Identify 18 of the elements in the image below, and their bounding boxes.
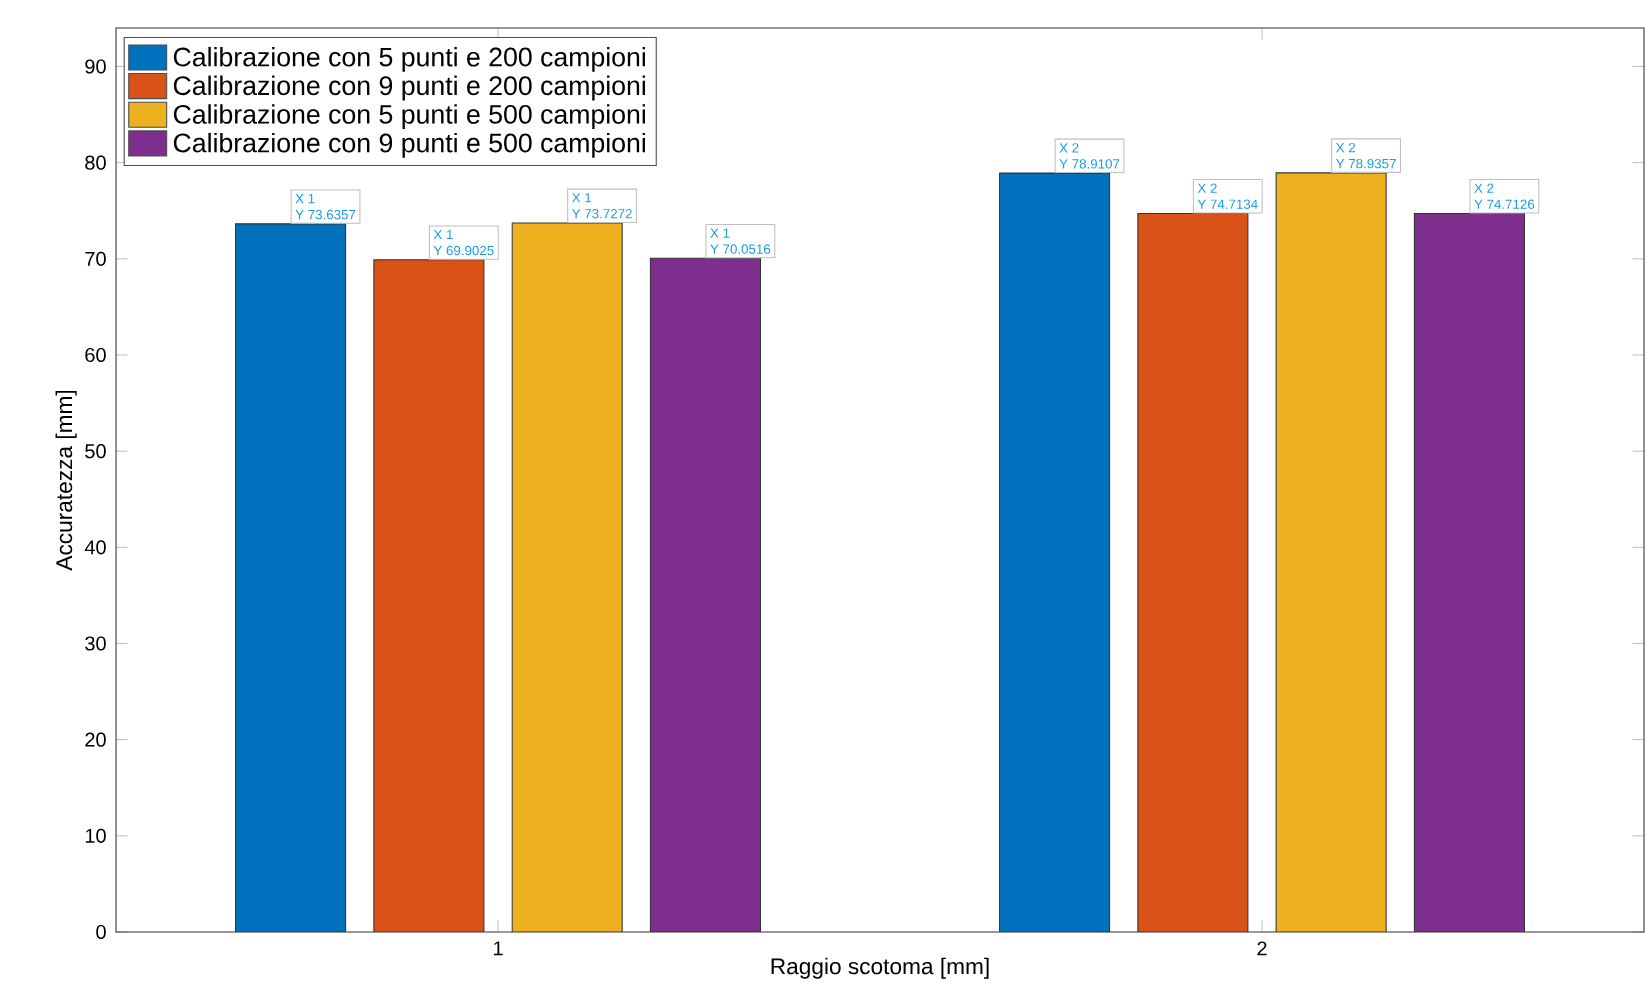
x-tick-label: 1	[493, 941, 503, 956]
legend-label: Calibrazione con 5 punti e 500 campioni	[173, 104, 645, 130]
y-tick-label: 70	[85, 251, 106, 266]
x-tick-label: 2	[1257, 941, 1267, 956]
y-axis-title: Accuratezza [mm]	[55, 390, 77, 571]
legend-label: Calibrazione con 9 punti e 200 campioni	[173, 75, 645, 101]
y-tick-label: 20	[85, 732, 106, 747]
y-tick-label: 0	[96, 924, 106, 940]
y-tick-label: 10	[85, 828, 106, 843]
y-tick-label: 30	[85, 636, 106, 651]
legend-label: Calibrazione con 5 punti e 200 campioni	[173, 46, 645, 72]
y-tick-label: 50	[85, 444, 106, 459]
y-tick-label: 80	[85, 155, 106, 170]
y-tick-label: 60	[85, 347, 106, 363]
y-tick-label: 90	[85, 59, 106, 74]
legend-label: Calibrazione con 9 punti e 500 campioni	[173, 132, 645, 158]
y-tick-label: 40	[84, 540, 106, 555]
x-axis-title: Raggio scotoma [mm]	[771, 957, 989, 979]
